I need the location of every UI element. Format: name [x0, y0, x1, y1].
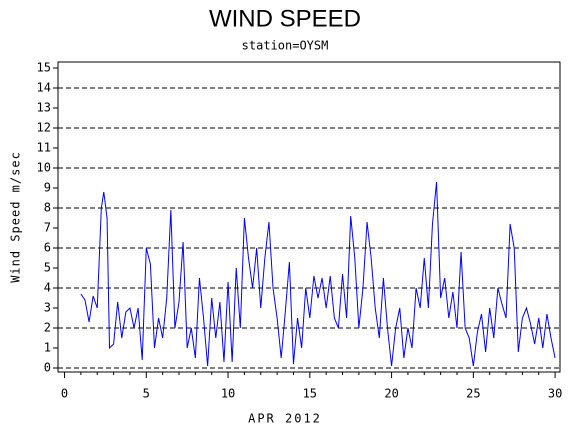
x-tick-label: 25 — [466, 387, 480, 401]
y-tick-label: 0 — [44, 361, 51, 375]
chart-subtitle: station=OYSM — [242, 39, 329, 53]
plot-frame — [57, 61, 561, 373]
x-tick-label: 15 — [303, 387, 317, 401]
y-tick-label: 2 — [44, 321, 51, 335]
x-tick-label: 30 — [548, 387, 562, 401]
y-tick-label: 3 — [44, 301, 51, 315]
data-line — [80, 181, 556, 367]
chart-title: WIND SPEED — [209, 5, 361, 32]
y-tick-label: 5 — [44, 261, 51, 275]
y-tick-label: 14 — [37, 81, 51, 95]
x-tick-label: 0 — [61, 387, 68, 401]
y-tick-label: 15 — [37, 61, 51, 75]
y-tick-label: 8 — [44, 201, 51, 215]
y-tick-label: 12 — [37, 121, 51, 135]
y-tick-label: 11 — [37, 141, 51, 155]
y-tick-label: 1 — [44, 341, 51, 355]
x-axis-label: APR 2012 — [248, 412, 322, 426]
y-tick-label: 7 — [44, 221, 51, 235]
x-tick-label: 20 — [384, 387, 398, 401]
y-tick-label: 6 — [44, 241, 51, 255]
y-tick-label: 13 — [37, 101, 51, 115]
y-tick-label: 10 — [37, 161, 51, 175]
x-tick-label: 5 — [143, 387, 150, 401]
y-tick-label: 4 — [44, 281, 51, 295]
y-tick-label: 9 — [44, 181, 51, 195]
y-axis-label: Wind Speed m/sec — [9, 151, 23, 283]
x-tick-label: 10 — [221, 387, 235, 401]
